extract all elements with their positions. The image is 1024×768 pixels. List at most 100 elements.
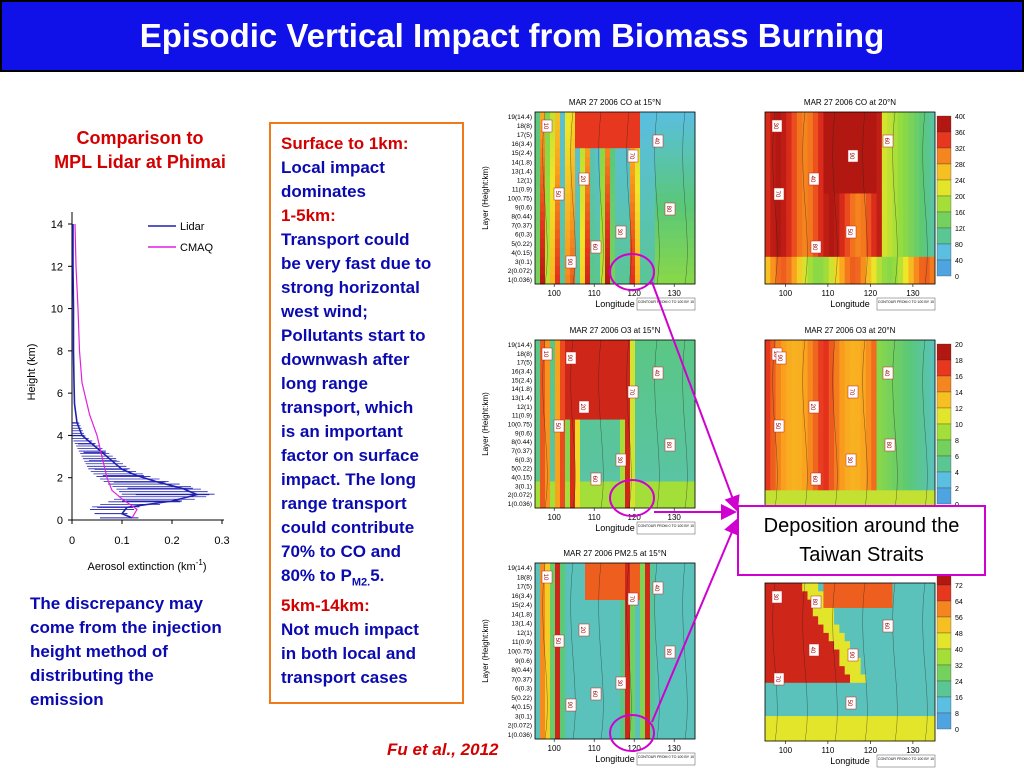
- heatmap-cell: [765, 454, 771, 465]
- heatmap-cell: [892, 616, 899, 625]
- heatmap-cell: [630, 683, 636, 694]
- heatmap-cell: [828, 490, 835, 500]
- heatmap-cell: [844, 238, 851, 249]
- heatmap-cell: [871, 220, 877, 231]
- heatmap-cell: [897, 211, 904, 222]
- heatmap-cell: [823, 410, 830, 420]
- heatmap-cell: [871, 490, 877, 500]
- heatmap-cell: [575, 193, 581, 203]
- heatmap-cell: [670, 184, 676, 194]
- heatmap-cell: [575, 130, 581, 140]
- heatmap-cell: [575, 572, 581, 582]
- heatmap-cell: [775, 481, 782, 491]
- heatmap-cell: [545, 472, 551, 482]
- heatmap-cell: [876, 599, 883, 609]
- heatmap-cell: [834, 265, 840, 276]
- heatmap-cell: [660, 340, 666, 350]
- heatmap-cell: [802, 616, 808, 625]
- heatmap-cell: [807, 591, 814, 601]
- heatmap-cell: [640, 148, 646, 158]
- heatmap-cell: [585, 481, 591, 491]
- heatmap-cell: [575, 428, 581, 438]
- heatmap-cell: [876, 401, 883, 412]
- heatmap-cell: [675, 683, 681, 694]
- heatmap-cell: [807, 437, 814, 447]
- heatmap-cell: [600, 729, 606, 740]
- heatmap-cell: [665, 637, 671, 647]
- heatmap-cell: [680, 572, 686, 582]
- heatmap-cell: [580, 664, 586, 675]
- heatmap-cell: [791, 481, 798, 491]
- heatmap-cell: [635, 348, 641, 359]
- heatmap-cell: [595, 157, 601, 167]
- heatmap-cell: [635, 454, 641, 465]
- heatmap-cell: [645, 274, 651, 285]
- contour-label: 30: [846, 457, 852, 464]
- heatmap-cell: [919, 193, 925, 203]
- heatmap-cell: [871, 401, 877, 412]
- heatmap-cell: [660, 701, 666, 712]
- heatmap-cell: [655, 637, 661, 647]
- heatmap-cell: [919, 657, 925, 667]
- y-tick-label: 16(3.4): [511, 593, 532, 600]
- heatmap-cell: [590, 646, 596, 657]
- heatmap-cell: [913, 732, 920, 742]
- heatmap-cell: [919, 229, 925, 240]
- heatmap-cell: [605, 655, 611, 666]
- heatmap-cell: [660, 265, 666, 276]
- heatmap-cell: [585, 720, 591, 731]
- heatmap-cell: [812, 419, 819, 429]
- heatmap-cell: [791, 211, 798, 222]
- heatmap-cell: [685, 410, 691, 420]
- heatmap-cell: [881, 607, 888, 617]
- heatmap-cell: [802, 657, 808, 667]
- heatmap-cell: [855, 229, 862, 240]
- heatmap-cell: [580, 202, 586, 212]
- heatmap-cell: [850, 175, 856, 185]
- discrepancy-line: emission: [30, 690, 104, 709]
- heatmap-cell: [650, 220, 656, 231]
- contour-label-box: [541, 119, 553, 133]
- heatmap-cell: [685, 401, 691, 412]
- contour-label-box: [845, 453, 857, 467]
- heatmap-cell: [892, 384, 899, 394]
- heatmap-cell: [786, 274, 792, 285]
- heatmap-cell: [786, 340, 792, 350]
- heatmap-cell: [903, 220, 909, 231]
- heatmap-cell: [780, 220, 787, 231]
- heatmap-cell: [690, 220, 696, 231]
- heatmap-cell: [860, 599, 867, 609]
- heatmap-cell: [645, 229, 651, 240]
- heatmap-cell: [620, 401, 626, 412]
- heatmap-cell: [635, 130, 641, 140]
- heatmap-cell: [887, 193, 893, 203]
- heatmap-cell: [690, 366, 696, 376]
- heatmap-cell: [897, 716, 904, 725]
- heatmap-cell: [615, 274, 621, 285]
- heatmap-cell: [839, 175, 846, 185]
- heatmap-cell: [887, 220, 893, 231]
- heatmap-cell: [660, 674, 666, 684]
- heatmap-cell: [850, 401, 856, 412]
- heatmap-cell: [834, 112, 840, 122]
- heatmap-cell: [775, 454, 782, 465]
- heatmap-cell: [610, 437, 616, 447]
- heatmap-cell: [610, 618, 616, 629]
- heatmap-cell: [550, 472, 556, 482]
- heatmap-cell: [791, 591, 798, 601]
- heatmap-cell: [802, 707, 808, 717]
- heatmap-cell: [665, 563, 671, 573]
- heatmap-cell: [590, 674, 596, 684]
- contour-line: [802, 582, 808, 742]
- heatmap-cell: [655, 490, 661, 500]
- heatmap-cell: [786, 599, 792, 609]
- heatmap-cell: [575, 265, 581, 276]
- heatmap-cell: [630, 419, 636, 429]
- heatmap-cell: [765, 437, 771, 447]
- heatmap-cell: [908, 682, 915, 692]
- heatmap-cell: [560, 428, 566, 438]
- heatmap-cell: [791, 121, 798, 131]
- heatmap-cell: [650, 348, 656, 359]
- heatmap-cell: [670, 664, 676, 675]
